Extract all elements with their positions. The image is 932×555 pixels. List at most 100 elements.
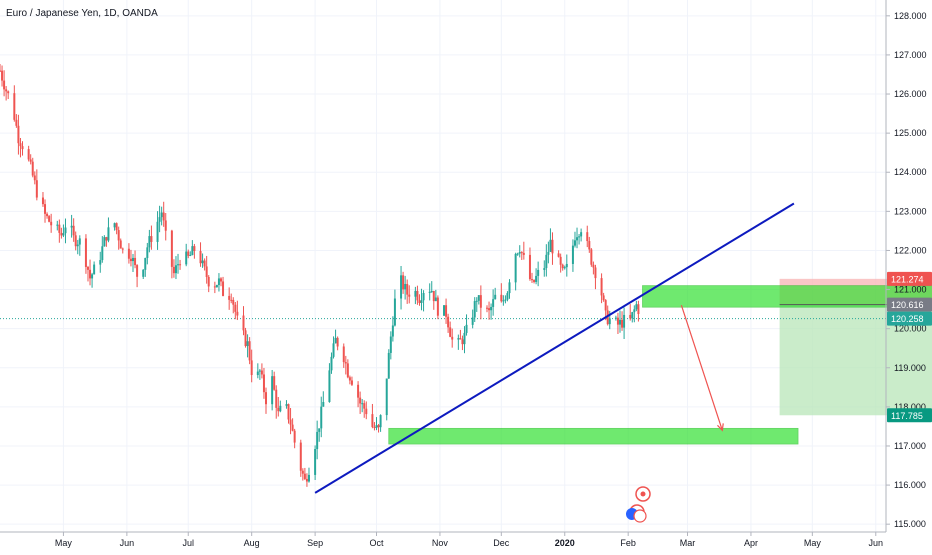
- candle-body: [348, 377, 351, 381]
- candle-body: [445, 305, 448, 317]
- candle-body: [342, 346, 345, 363]
- candle-body: [44, 204, 47, 214]
- candle-body: [561, 264, 564, 269]
- time-tick-label: Apr: [744, 538, 758, 548]
- candle-body: [434, 297, 437, 302]
- candle-body: [623, 314, 626, 328]
- candle-body: [219, 278, 222, 282]
- candle-body: [33, 175, 36, 181]
- candle-body: [406, 283, 409, 295]
- candle-body: [502, 300, 505, 302]
- candle-body: [402, 275, 405, 290]
- candle-body: [99, 260, 102, 265]
- price-badges: 121.274 120.616 120.258 117.785: [887, 271, 932, 423]
- candle-body: [449, 327, 452, 337]
- candle-body: [228, 295, 231, 300]
- candle-body: [391, 325, 394, 337]
- candle-body: [573, 240, 576, 246]
- price-tick-label: 127.000: [894, 50, 927, 60]
- candle-body: [371, 414, 374, 427]
- candle-body: [50, 221, 53, 226]
- candle-body: [616, 317, 619, 325]
- candle-body: [232, 299, 235, 305]
- candle-body: [330, 356, 333, 371]
- candle-body: [336, 337, 339, 347]
- candle-body: [600, 278, 603, 296]
- price-tick-label: 120.000: [894, 324, 927, 334]
- candle-body: [631, 312, 634, 319]
- candle-body: [35, 180, 38, 198]
- candle-body: [17, 125, 20, 144]
- candle-body: [518, 252, 521, 254]
- time-tick-label: Aug: [244, 538, 260, 548]
- candle-body: [545, 254, 548, 269]
- candle-body: [58, 224, 61, 233]
- candle-body: [172, 266, 175, 274]
- candle-body: [590, 249, 593, 265]
- candle-body: [170, 230, 173, 267]
- price-badge-label: 120.258: [891, 314, 924, 324]
- candle-body: [490, 306, 493, 311]
- candle-body: [213, 286, 216, 288]
- candle-body: [416, 290, 419, 301]
- candle-body: [565, 263, 568, 268]
- candle-body: [418, 300, 421, 303]
- time-tick-label: Nov: [432, 538, 449, 548]
- price-tick-label: 117.000: [894, 441, 926, 451]
- candle-body: [236, 311, 239, 316]
- candle-body: [314, 448, 317, 475]
- candle-body: [350, 380, 353, 385]
- candle-body: [285, 404, 288, 406]
- candle-body: [334, 337, 337, 344]
- zones: [0, 278, 932, 445]
- candle-body: [129, 258, 132, 262]
- candle-body: [76, 244, 79, 247]
- calendar-icon[interactable]: [633, 509, 647, 523]
- candle-body: [62, 233, 65, 236]
- candle-body: [504, 299, 507, 301]
- price-tick-label: 115.000: [894, 519, 926, 529]
- candle-body: [614, 317, 617, 319]
- resistance-zone[interactable]: [642, 285, 932, 308]
- candle-body: [74, 235, 77, 247]
- candle-body: [580, 232, 583, 237]
- candle-body: [29, 159, 32, 162]
- candle-body: [299, 442, 302, 471]
- candle-body: [189, 254, 192, 256]
- candle-body: [621, 319, 624, 328]
- candle-body: [117, 230, 120, 241]
- candle-body: [107, 227, 110, 241]
- candle-body: [215, 285, 218, 288]
- candle-body: [363, 403, 366, 409]
- time-tick-label: Feb: [620, 538, 636, 548]
- price-tick-label: 123.000: [894, 206, 927, 216]
- candle-body: [119, 240, 122, 249]
- candle-body: [447, 316, 450, 328]
- candle-body: [256, 371, 259, 376]
- candle-body: [307, 474, 310, 482]
- candle-body: [121, 248, 124, 250]
- candle-body: [148, 236, 151, 248]
- price-badge-label: 117.785: [891, 411, 923, 421]
- candle-body: [160, 212, 163, 218]
- candle-body: [19, 143, 22, 147]
- candle-body: [457, 338, 460, 340]
- candle-body: [273, 376, 276, 390]
- candle-body: [432, 290, 435, 302]
- trendline[interactable]: [314, 202, 795, 494]
- candle-body: [199, 250, 202, 264]
- candle-body: [60, 232, 63, 236]
- candle-body: [105, 237, 108, 241]
- candle-body: [436, 297, 439, 316]
- event-icons[interactable]: [626, 486, 651, 523]
- time-tick-label: 2020: [555, 538, 575, 548]
- candle-body: [477, 295, 480, 301]
- projection-arrow[interactable]: [680, 305, 723, 431]
- candle-body: [357, 384, 360, 398]
- candle-body: [5, 89, 8, 92]
- candle-body: [262, 374, 265, 393]
- candle-body: [516, 253, 519, 255]
- support-zone[interactable]: [388, 427, 799, 445]
